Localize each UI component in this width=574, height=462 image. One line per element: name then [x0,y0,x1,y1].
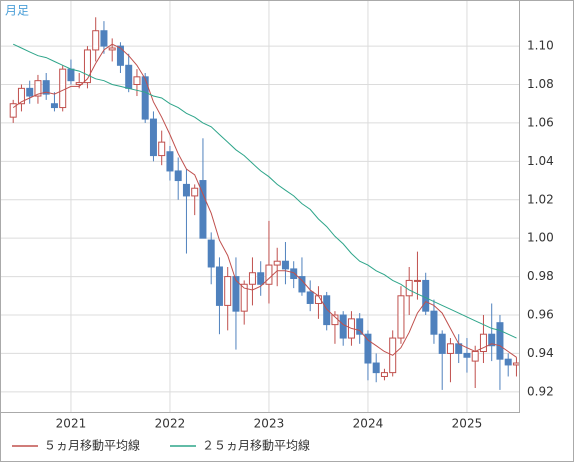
y-tick-label: 1.02 [527,192,554,206]
legend-label: ５ヵ月移動平均線 [44,438,140,453]
candle-body [273,260,281,266]
candle-body [207,239,215,268]
candle-body [9,103,17,118]
candle-body [488,333,496,347]
candle-body [42,80,50,95]
candle-body [125,64,133,89]
candle-body [364,333,372,364]
x-tick-label: 2022 [155,417,186,431]
candle-body [380,372,388,377]
candle-body [158,141,166,157]
candle-body [339,314,347,339]
candle-body [257,272,265,285]
y-tick-label: 1.06 [527,115,554,129]
candle-body [199,180,207,239]
y-tick-label: 1.04 [527,154,554,168]
period-label: 月足 [5,4,29,18]
candle-body [290,268,298,280]
candle-body [323,295,331,326]
candle-body [413,279,421,282]
legend-label: ２５ヵ月移動平均線 [202,438,310,453]
candle-body [356,318,364,335]
candle-body [372,362,380,374]
plot-border [0,0,520,413]
candle-body [166,151,174,172]
candle-body [463,352,471,358]
candle-body [265,264,273,285]
candle-body [248,272,256,285]
candle-body [17,87,25,105]
candle-body [224,276,232,306]
candle-body [59,68,67,109]
candle-body [306,291,314,304]
candle-body [67,68,75,82]
y-tick-label: 0.94 [527,346,554,360]
y-tick-label: 1.00 [527,231,554,245]
candle-body [240,283,248,312]
candle-body [446,343,454,354]
candle-body [232,276,240,312]
candle-body [281,260,289,270]
moving-average-line [12,43,517,358]
x-tick-label: 2021 [56,417,87,431]
candle-body [504,358,512,366]
candle-body [108,47,116,51]
candle-body [174,170,182,182]
candle-body [83,49,91,84]
candle-body [149,118,157,157]
moving-average-line [12,43,517,339]
candle-body [397,295,405,339]
candle-body [116,45,124,66]
candle-body [438,333,446,354]
candle-body [34,80,42,97]
candle-body [133,76,141,86]
y-tick-label: 0.98 [527,269,554,283]
candle-body [100,30,108,47]
candle-body [512,362,520,366]
y-tick-label: 0.96 [527,308,554,322]
x-tick-label: 2023 [254,417,285,431]
candle-body [215,266,223,306]
candle-body [182,183,190,197]
candle-body [422,279,430,312]
y-tick-label: 0.92 [527,384,554,398]
candle-body [471,350,479,362]
candle-body [430,310,438,335]
y-tick-label: 1.08 [527,77,554,91]
candle-body [191,187,199,197]
x-tick-label: 2025 [452,417,483,431]
candle-body [141,76,149,120]
candle-body [92,30,100,51]
candle-body [496,322,504,360]
y-tick-label: 1.10 [527,39,554,53]
candle-body [26,87,34,97]
candle-body [50,103,58,109]
x-tick-label: 2024 [353,417,384,431]
candle-body [479,333,487,352]
